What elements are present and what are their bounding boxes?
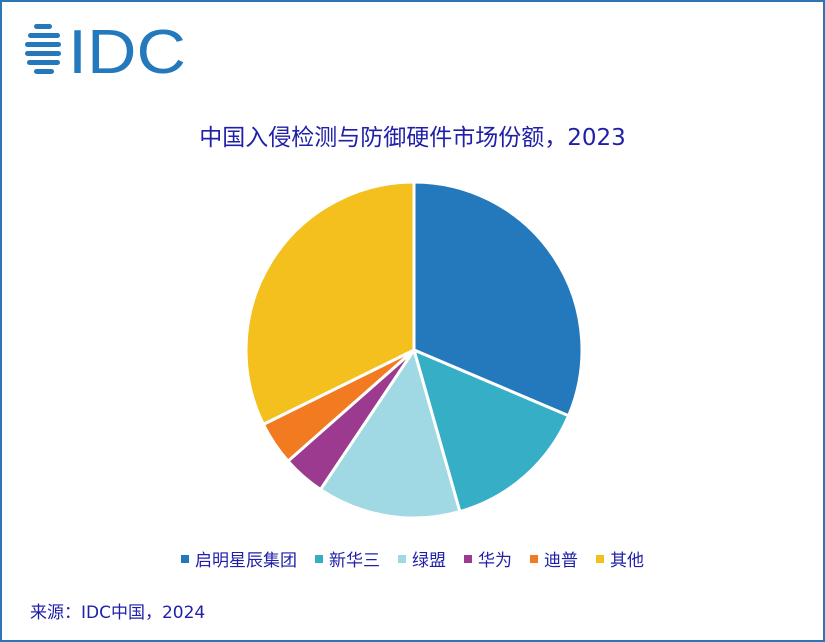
legend-swatch: [398, 554, 406, 563]
legend-swatch: [181, 554, 189, 563]
legend-label: 其他: [610, 551, 644, 571]
legend-item: 其他: [596, 546, 644, 571]
legend-item: 绿盟: [398, 546, 446, 571]
pie-slice-5: [244, 180, 416, 427]
legend: 启明星辰集团 新华三 绿盟 华为 迪普 其他: [0, 546, 825, 571]
legend-item: 新华三: [315, 546, 380, 571]
legend-item: 华为: [464, 546, 512, 571]
legend-swatch: [315, 554, 323, 563]
pie-slice-2: [318, 346, 462, 520]
legend-label: 华为: [478, 551, 512, 571]
pie-slice-0: [412, 180, 584, 418]
source-note: 来源：IDC中国，2024: [30, 603, 206, 623]
legend-swatch: [596, 554, 604, 563]
pie-slice-1: [411, 347, 571, 514]
legend-label: 迪普: [544, 551, 578, 571]
legend-swatch: [530, 554, 538, 563]
svg-text:IDC: IDC: [68, 22, 186, 78]
legend-swatch: [464, 554, 472, 563]
legend-label: 启明星辰集团: [195, 551, 297, 571]
chart-title: 中国入侵检测与防御硬件市场份额，2023: [199, 125, 626, 151]
legend-label: 新华三: [329, 551, 380, 571]
legend-item: 迪普: [530, 546, 578, 571]
legend-label: 绿盟: [412, 551, 446, 571]
idc-logo: IDC: [25, 22, 186, 78]
legend-item: 启明星辰集团: [181, 546, 297, 571]
